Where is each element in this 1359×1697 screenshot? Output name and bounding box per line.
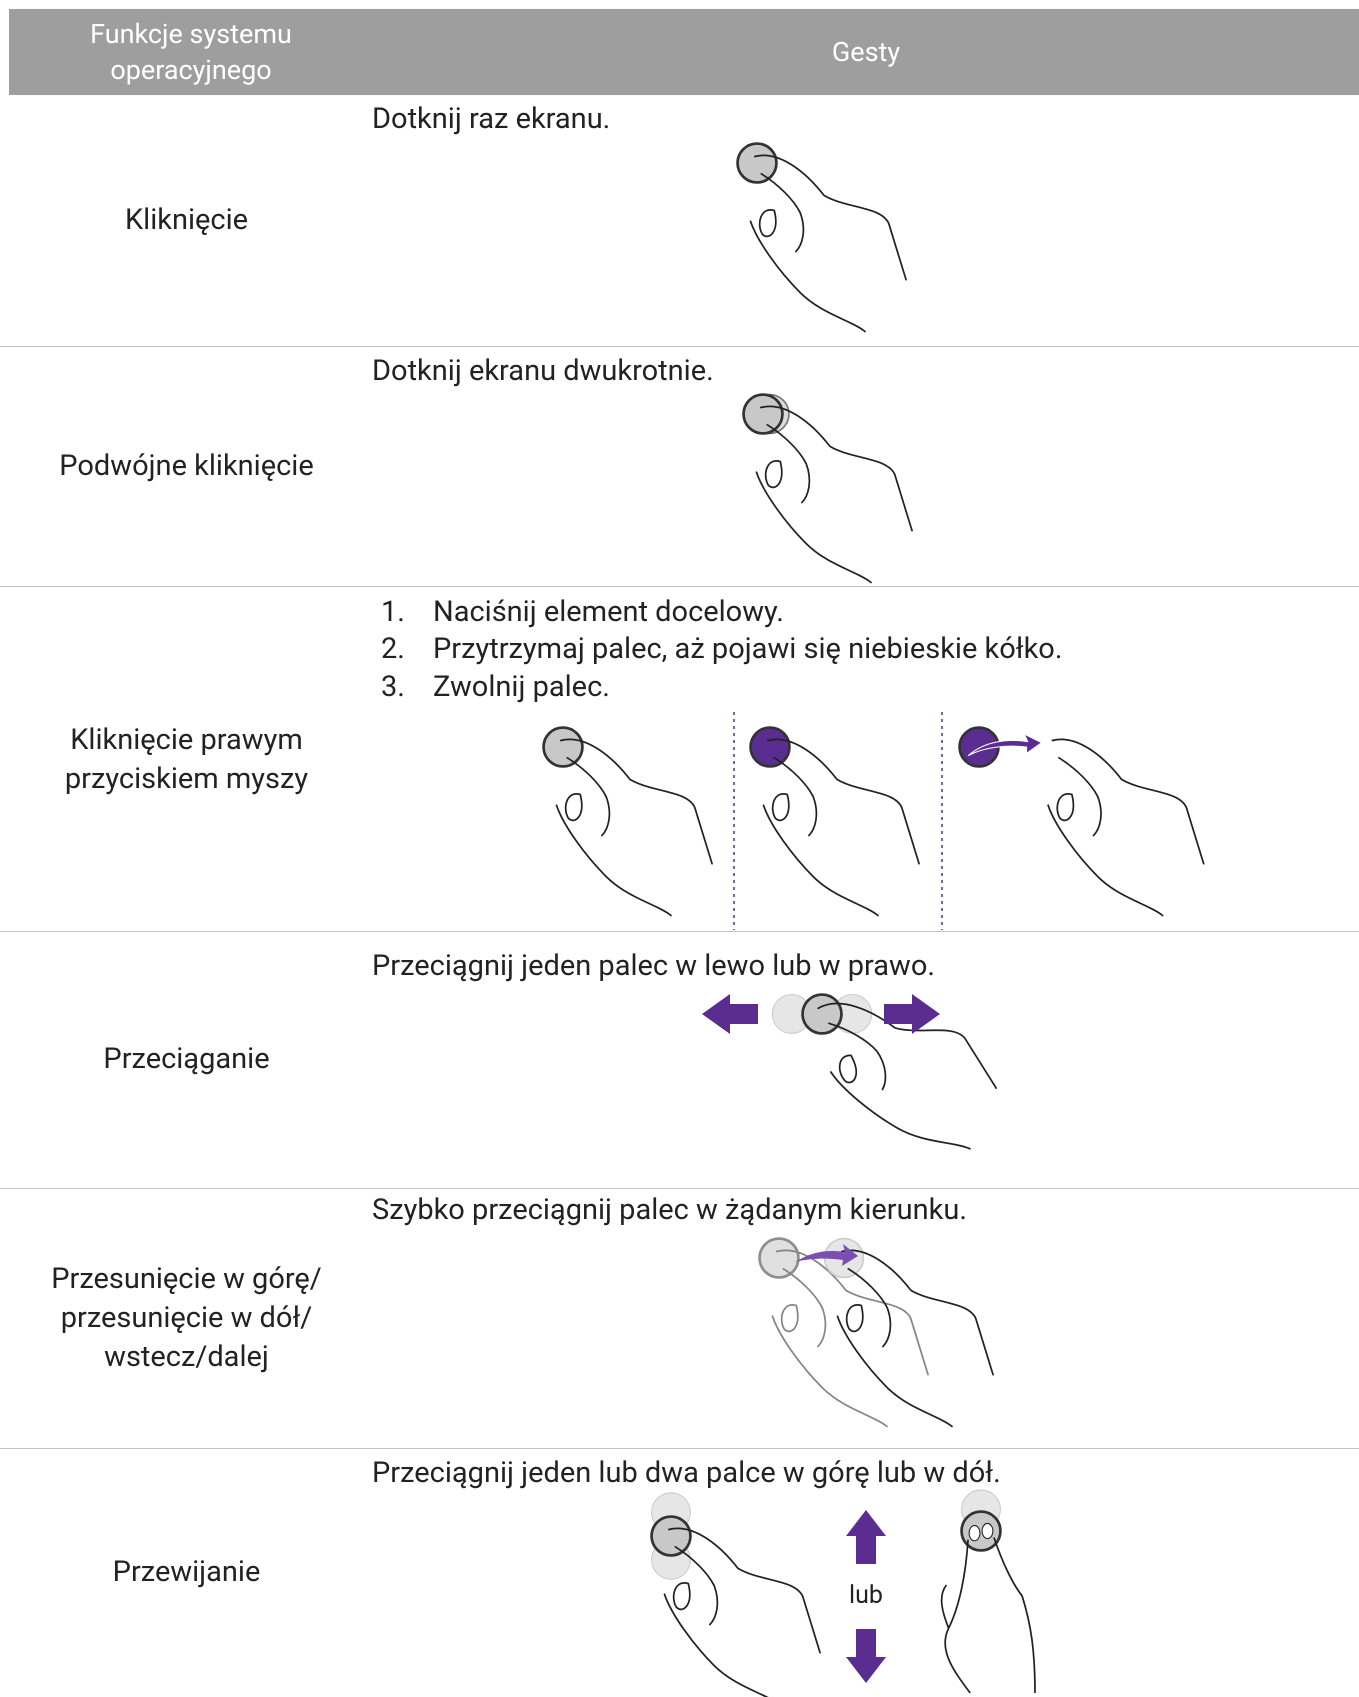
step-number: 3. [381,670,405,704]
gesture-text: Przeciągnij jeden lub dwa palce w górę l… [372,1456,1001,1490]
arrow-down [846,1629,886,1683]
row-separator [0,1448,1359,1449]
table-header: Funkcje systemu operacyjnego Gesty [9,9,1359,95]
header-cell: Gesty [831,36,901,68]
arrow-up [846,1510,886,1564]
function-label: Przeciąganie [103,1042,270,1076]
hand-illustration [823,1237,994,1428]
gesture-text: Szybko przeciągnij palec w żądanym kieru… [372,1193,967,1227]
gesture-text: Przeciągnij jeden palec w lewo lub w pra… [372,949,936,983]
hand-illustration [749,726,920,917]
function-label: Podwójne kliknięcie [59,448,314,483]
swipe-arrow [795,1244,858,1266]
hand-illustration [940,1489,1036,1694]
hand-illustration [650,1492,821,1697]
arrow-right [884,994,940,1034]
function-label: Przewijanie [112,1555,261,1589]
step-text: Przytrzymaj palec, aż pojawi się niebies… [433,632,1063,666]
hand-illustration [542,726,713,917]
function-label: Przesunięcie w górę/ przesunięcie w dół/… [51,1261,322,1374]
function-label: Kliknięcie [124,203,249,237]
row-separator [0,346,1359,347]
header-cell: Funkcje systemu operacyjnego [90,18,292,86]
hand-illustration [742,393,913,584]
step-number: 2. [381,632,405,666]
step-text: Naciśnij element docelowy. [433,595,784,629]
arrow-left [702,994,758,1034]
row-separator [0,931,1359,932]
row-separator [0,1188,1359,1189]
or-label: lub [849,1581,883,1610]
step-number: 1. [381,595,405,629]
hand-illustration [958,726,1205,917]
hand-illustration [771,967,1011,1180]
function-label: Kliknięcie prawym przyciskiem myszy [64,723,309,796]
gesture-text: Dotknij ekranu dwukrotnie. [372,354,714,388]
step-text: Zwolnij palec. [433,670,610,704]
hand-illustration [736,142,907,333]
row-separator [0,586,1359,587]
gesture-text: Dotknij raz ekranu. [372,102,611,136]
